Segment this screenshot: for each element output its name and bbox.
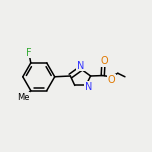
Text: O: O [107,75,115,85]
Text: O: O [100,56,108,66]
Text: F: F [26,48,32,58]
Text: Me: Me [17,93,29,102]
Text: N: N [77,61,84,71]
Text: N: N [85,82,92,92]
